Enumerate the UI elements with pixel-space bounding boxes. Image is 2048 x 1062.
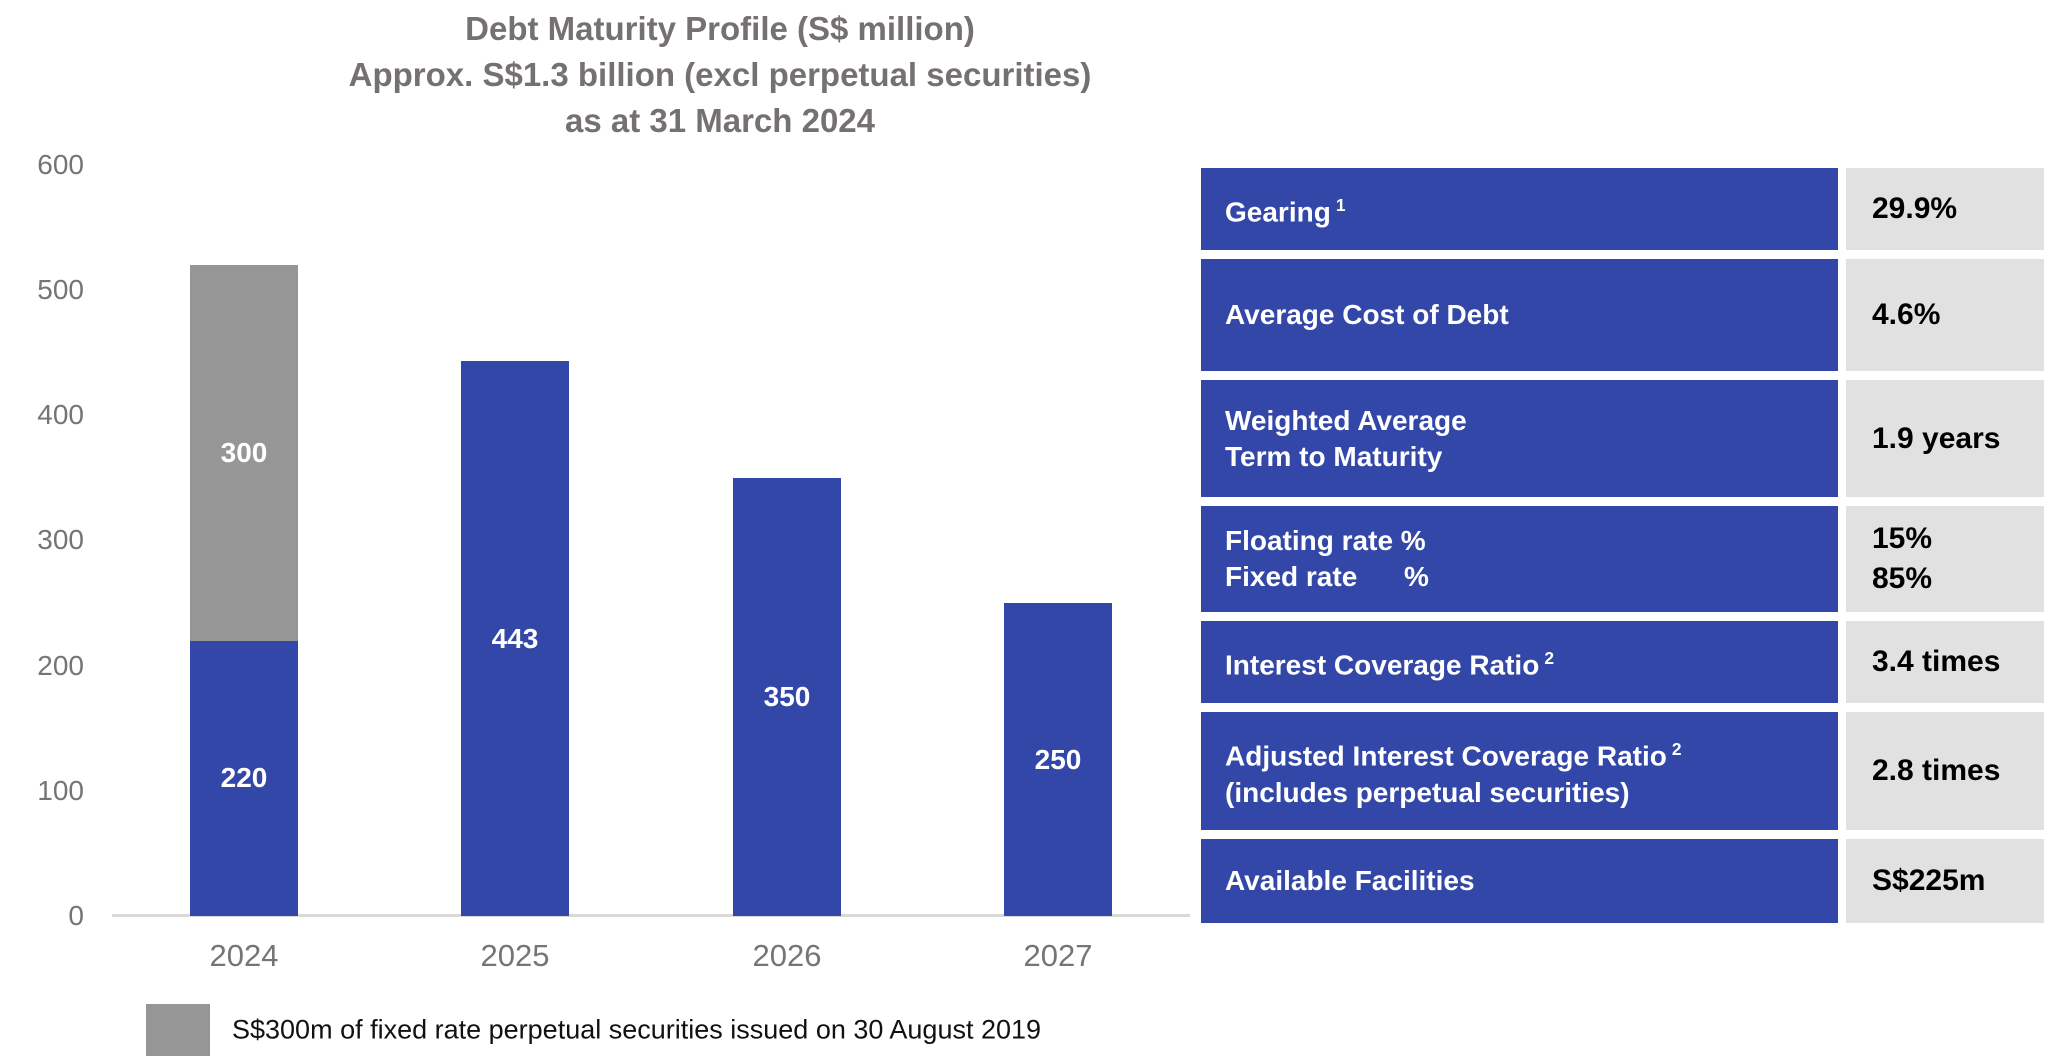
- bar-segment: [733, 477, 841, 916]
- metric-label-line2: (includes perpetual securities): [1225, 776, 1630, 808]
- metric-value: 29.9%: [1872, 192, 1958, 225]
- bar-segment: [1004, 603, 1112, 916]
- metric-value-cell: 1.9 years: [1846, 380, 2044, 497]
- chart-title: Debt Maturity Profile (S$ million) Appro…: [0, 6, 1440, 144]
- metric-label-footnote: 2: [1671, 739, 1682, 760]
- y-axis-tick-label: 400: [37, 399, 84, 431]
- metric-label: Floating rate %: [1225, 525, 1426, 556]
- metric-label-cell: Gearing 1: [1201, 168, 1838, 250]
- metric-value-cell: 15% 85%: [1846, 506, 2044, 612]
- y-axis-tick-label: 200: [37, 649, 84, 681]
- metric-value: 1.9 years: [1872, 421, 2001, 455]
- x-axis-tick-label: 2026: [752, 938, 822, 973]
- x-axis-tick-label: 2027: [1023, 938, 1093, 973]
- chart-title-line2: Approx. S$1.3 billion (excl perpetual se…: [348, 56, 1092, 93]
- metric-label-cell: Average Cost of Debt: [1201, 259, 1838, 371]
- metric-label-cell: Available Facilities: [1201, 839, 1838, 923]
- metric-label-line2: Term to Maturity: [1225, 440, 1443, 472]
- chart-title-line1: Debt Maturity Profile (S$ million): [465, 10, 975, 47]
- metric-value-cell: S$225m: [1846, 839, 2044, 923]
- bar-segment: [461, 361, 569, 916]
- metric-label-cell: Interest Coverage Ratio 2: [1201, 621, 1838, 703]
- metric-label-line2: Fixed rate %: [1225, 561, 1429, 592]
- table-row: Weighted Average Term to Maturity 1.9 year…: [1201, 380, 2044, 497]
- bar-segment: [190, 265, 298, 641]
- table-row: Adjusted Interest Coverage Ratio 2 (includ…: [1201, 712, 2044, 830]
- y-axis-tick-label: 500: [37, 274, 84, 306]
- metric-label-footnote: 2: [1544, 648, 1554, 669]
- metric-label-cell: Weighted Average Term to Maturity: [1201, 380, 1838, 497]
- y-axis-tick-label: 300: [37, 524, 84, 556]
- metric-label: Gearing 1: [1225, 195, 1346, 228]
- metrics-table: Gearing 1 29.9% Average Cost of Debt 4.6% Wei…: [1201, 168, 2044, 923]
- y-axis-tick-label: 100: [37, 774, 84, 806]
- bar-value-label: 220: [220, 762, 268, 794]
- table-row: Average Cost of Debt 4.6%: [1201, 259, 2044, 371]
- x-axis-line: [112, 914, 1190, 917]
- bar-value-label: 300: [220, 436, 268, 468]
- table-row: Available Facilities S$225m: [1201, 839, 2044, 923]
- metric-label: Interest Coverage Ratio 2: [1225, 648, 1554, 681]
- metric-value-cell: 2.8 times: [1846, 712, 2044, 830]
- bar-value-label: 350: [763, 680, 811, 712]
- metric-value: 4.6%: [1872, 298, 1941, 331]
- legend-swatch: [146, 1004, 210, 1056]
- table-row: Gearing 1 29.9%: [1201, 168, 2044, 250]
- metric-value: S$225m: [1872, 864, 1986, 897]
- metric-label-footnote: 1: [1335, 195, 1346, 216]
- table-row: Floating rate % Fixed rate % 15% 85%: [1201, 506, 2044, 612]
- metric-value-cell: 4.6%: [1846, 259, 2044, 371]
- metric-label: Average Cost of Debt: [1225, 299, 1509, 330]
- table-row: Interest Coverage Ratio 2 3.4 times: [1201, 621, 2044, 703]
- metric-label: Available Facilities: [1225, 865, 1475, 896]
- y-axis-tick-label: 600: [37, 148, 84, 180]
- metric-label-cell: Adjusted Interest Coverage Ratio 2 (includ…: [1201, 712, 1838, 830]
- bar-segment: [190, 640, 298, 916]
- x-axis-tick-label: 2025: [480, 938, 550, 973]
- y-axis-tick-label: 0: [68, 900, 84, 931]
- metric-label-cell: Floating rate % Fixed rate %: [1201, 506, 1838, 612]
- metric-label: Weighted Average: [1225, 404, 1467, 436]
- metric-value: 3.4 times: [1872, 645, 2001, 678]
- metric-value-cell: 29.9%: [1846, 168, 2044, 250]
- metric-label: Adjusted Interest Coverage Ratio 2: [1225, 739, 1682, 772]
- metric-value-cell: 3.4 times: [1846, 621, 2044, 703]
- metric-value: 2.8 times: [1872, 754, 2001, 787]
- metric-value: 15%: [1872, 522, 1933, 555]
- metric-value-line2: 85%: [1872, 562, 1933, 595]
- bar-value-label: 250: [1034, 743, 1082, 775]
- legend-text: S$300m of fixed rate perpetual securitie…: [232, 1014, 1042, 1045]
- bar-value-label: 443: [491, 622, 539, 654]
- x-axis-tick-label: 2024: [209, 938, 279, 973]
- chart-title-line3: as at 31 March 2024: [564, 102, 876, 139]
